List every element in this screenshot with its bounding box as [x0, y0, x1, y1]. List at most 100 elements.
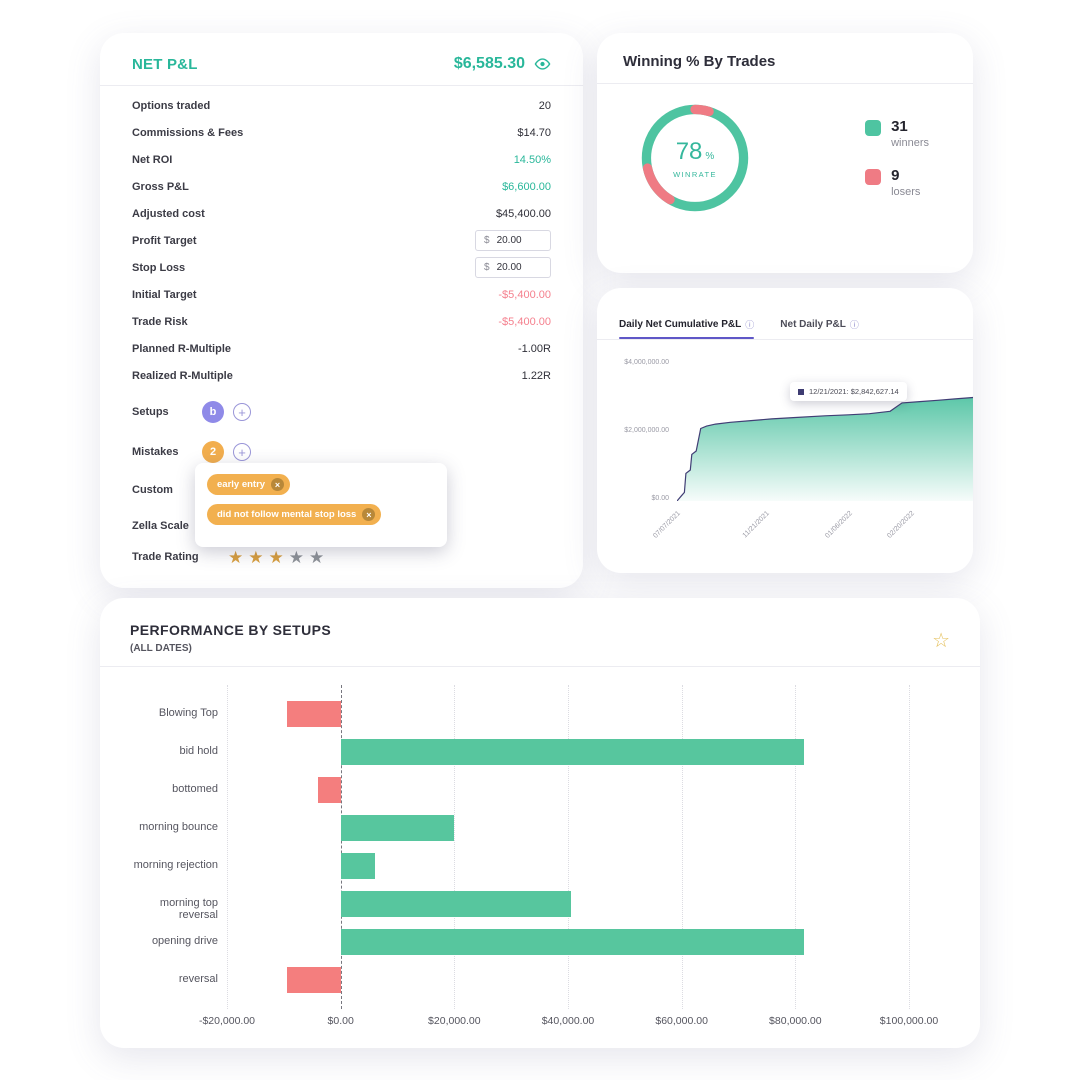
- mistakes-row: Mistakes 2 +: [132, 435, 551, 469]
- pnl-row: Realized R-Multiple 1.22R: [132, 362, 551, 389]
- star-icon[interactable]: ★: [288, 547, 304, 567]
- setup-bar-morning-top-reversal[interactable]: [340, 891, 571, 917]
- pnl-row-label: Planned R-Multiple: [132, 342, 231, 355]
- pnl-row: Trade Risk -$5,400.00: [132, 308, 551, 335]
- custom-label: Custom: [132, 484, 173, 496]
- stop-loss-input[interactable]: $20.00: [475, 257, 551, 278]
- pnl-row-value: $6,600.00: [502, 180, 551, 193]
- info-icon[interactable]: ⓘ: [849, 320, 859, 330]
- setup-bar-blowing-top[interactable]: [286, 701, 341, 727]
- winning-percent-card: Winning % By Trades 78 % WINRATE: [597, 33, 973, 273]
- winrate-value: 78: [675, 137, 703, 165]
- winners-count: 31: [891, 118, 908, 135]
- star-icon[interactable]: ★: [309, 547, 325, 567]
- pnl-row-label: Commissions & Fees: [132, 126, 244, 139]
- input-value: 20.00: [496, 235, 522, 246]
- area-line: [677, 396, 973, 501]
- setups-bar-chart: -$20,000.00 $0.00 $20,000.00 $40,000.00 $60,…: [130, 671, 950, 1037]
- input-value: 20.00: [496, 262, 522, 273]
- setup-category-label: Blowing Top: [158, 707, 218, 719]
- tab-daily-net-cumulative-pnl[interactable]: Daily Net Cumulative P&L ⓘ: [619, 318, 755, 339]
- divider: [100, 85, 583, 86]
- net-pnl-header: NET P&L $6,585.30: [132, 55, 551, 73]
- pnl-row: Options traded 20: [132, 92, 551, 119]
- y-axis-tick: $0.00: [651, 495, 669, 502]
- setup-bar-morning-rejection[interactable]: [340, 853, 375, 879]
- net-pnl-rows: Options traded 20 Commissions & Fees $14.70…: [132, 92, 551, 389]
- net-pnl-value: $6,585.30: [453, 55, 525, 72]
- pnl-row-value: -1.00R: [517, 342, 551, 355]
- zella-scale-label: Zella Scale: [132, 520, 189, 532]
- trade-rating-label: Trade Rating: [132, 551, 199, 563]
- pnl-row: Initial Target -$5,400.00: [132, 281, 551, 308]
- add-mistake-icon[interactable]: +: [233, 443, 251, 461]
- setup-bar-opening-drive[interactable]: [340, 929, 804, 955]
- pnl-row: Planned R-Multiple -1.00R: [132, 335, 551, 362]
- x-axis-tick: 07/07/2021: [652, 510, 682, 540]
- setup-badge[interactable]: b: [202, 401, 224, 423]
- winrate-legend: 31 winners 9 losers: [865, 118, 929, 198]
- star-icon[interactable]: ★: [228, 547, 244, 567]
- x-axis-label: $80,000.00: [769, 1015, 822, 1027]
- star-icon[interactable]: ★: [248, 547, 264, 567]
- losers-color-swatch: [865, 169, 882, 185]
- remove-tag-icon[interactable]: ×: [362, 508, 376, 521]
- trade-rating-stars: ★ ★ ★ ★ ★: [228, 549, 324, 566]
- winners-color-swatch: [865, 120, 882, 136]
- add-setup-icon[interactable]: +: [233, 403, 251, 421]
- y-axis-tick: $4,000,000.00: [624, 359, 669, 366]
- tab-net-daily-pnl[interactable]: Net Daily P&L ⓘ: [780, 318, 859, 339]
- tab-label: Net Daily P&L: [780, 319, 846, 330]
- favorite-star-icon[interactable]: ☆: [932, 630, 950, 652]
- pnl-row-label: Trade Risk: [132, 315, 188, 328]
- percent-sign: %: [705, 150, 715, 162]
- trade-rating-row: Trade Rating ★ ★ ★ ★ ★: [132, 543, 551, 571]
- currency-prefix: $: [484, 235, 490, 246]
- pnl-row-value: $14.70: [517, 126, 551, 139]
- pnl-row-label: Options traded: [132, 99, 211, 112]
- setup-bar-bottomed[interactable]: [317, 777, 341, 803]
- winning-percent-title: Winning % By Trades: [623, 53, 776, 70]
- tooltip-text: 12/21/2021: $2,842,627.14: [809, 387, 899, 396]
- custom-tag-pill[interactable]: did not follow mental stop loss ×: [207, 504, 382, 525]
- eye-icon[interactable]: [534, 58, 551, 70]
- x-axis-label: $0.00: [327, 1015, 354, 1027]
- star-icon[interactable]: ★: [268, 547, 284, 567]
- x-axis-tick: 01/06/2022: [824, 510, 854, 540]
- setup-bar-reversal[interactable]: [286, 967, 341, 993]
- losers-count: 9: [891, 167, 900, 184]
- pnl-row: Gross P&L $6,600.00: [132, 173, 551, 200]
- mistake-badge[interactable]: 2: [202, 441, 224, 463]
- grid-line: [795, 685, 797, 1009]
- grid-line: [454, 685, 456, 1009]
- winrate-donut-chart: 78 % WINRATE: [633, 96, 757, 220]
- pnl-row-label: Realized R-Multiple: [132, 369, 233, 382]
- remove-tag-icon[interactable]: ×: [271, 478, 285, 491]
- profit-target-input[interactable]: $20.00: [475, 230, 551, 251]
- custom-tag-pill[interactable]: early entry ×: [207, 474, 291, 495]
- setup-category-label: opening drive: [151, 935, 218, 947]
- tag-text: early entry: [217, 479, 266, 490]
- cumulative-pnl-chart: $4,000,000.00 $2,000,000.00 $0.00 12/21/…: [619, 342, 973, 547]
- daily-pnl-card: Daily Net Cumulative P&L ⓘ Net Daily P&L…: [597, 288, 973, 573]
- x-axis-tick: 02/20/2022: [886, 510, 916, 540]
- setup-category-label: bid hold: [179, 745, 218, 757]
- setup-category-label: morning bounce: [139, 821, 218, 833]
- x-axis-label: $40,000.00: [541, 1015, 595, 1027]
- setup-category-label: reversal: [178, 973, 218, 985]
- info-icon[interactable]: ⓘ: [745, 320, 755, 330]
- area-fill: [677, 397, 973, 501]
- setups-label: Setups: [132, 406, 169, 418]
- pnl-row-label: Stop Loss: [132, 261, 186, 274]
- area-chart-svg: [677, 396, 973, 501]
- chart-tooltip: 12/21/2021: $2,842,627.14: [790, 382, 907, 401]
- pnl-row-label: Net ROI: [132, 153, 173, 166]
- grid-line: [909, 685, 910, 1009]
- setup-category-label: morning rejection: [133, 859, 218, 871]
- tooltip-series-swatch: [798, 388, 804, 395]
- net-pnl-title: NET P&L: [132, 55, 198, 73]
- setup-bar-bid-hold[interactable]: [340, 739, 804, 765]
- losers-legend-item: 9 losers: [865, 167, 929, 198]
- setup-bar-morning-bounce[interactable]: [340, 815, 455, 841]
